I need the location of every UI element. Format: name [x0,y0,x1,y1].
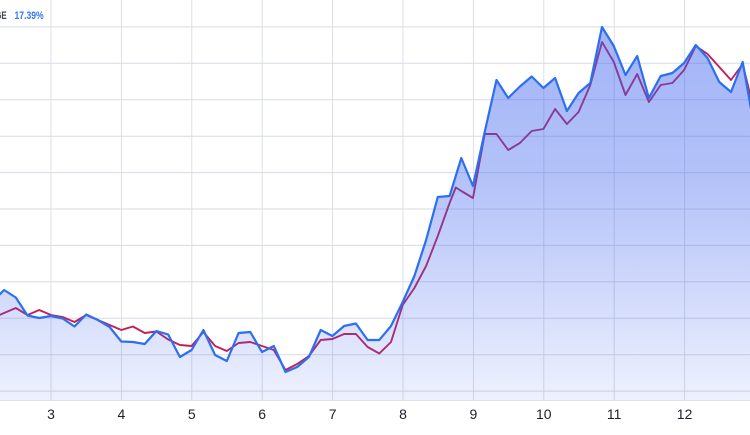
svg-text:7: 7 [329,406,337,422]
svg-text:GE: GE [0,10,7,22]
svg-text:6: 6 [258,406,266,422]
svg-text:17.39%: 17.39% [15,10,44,22]
svg-text:10: 10 [536,406,552,422]
svg-text:9: 9 [470,406,478,422]
svg-text:5: 5 [188,406,196,422]
svg-text:11: 11 [607,406,622,422]
svg-text:12: 12 [677,406,693,422]
svg-text:8: 8 [399,406,407,422]
svg-text:3: 3 [47,406,55,422]
svg-text:4: 4 [118,406,126,422]
